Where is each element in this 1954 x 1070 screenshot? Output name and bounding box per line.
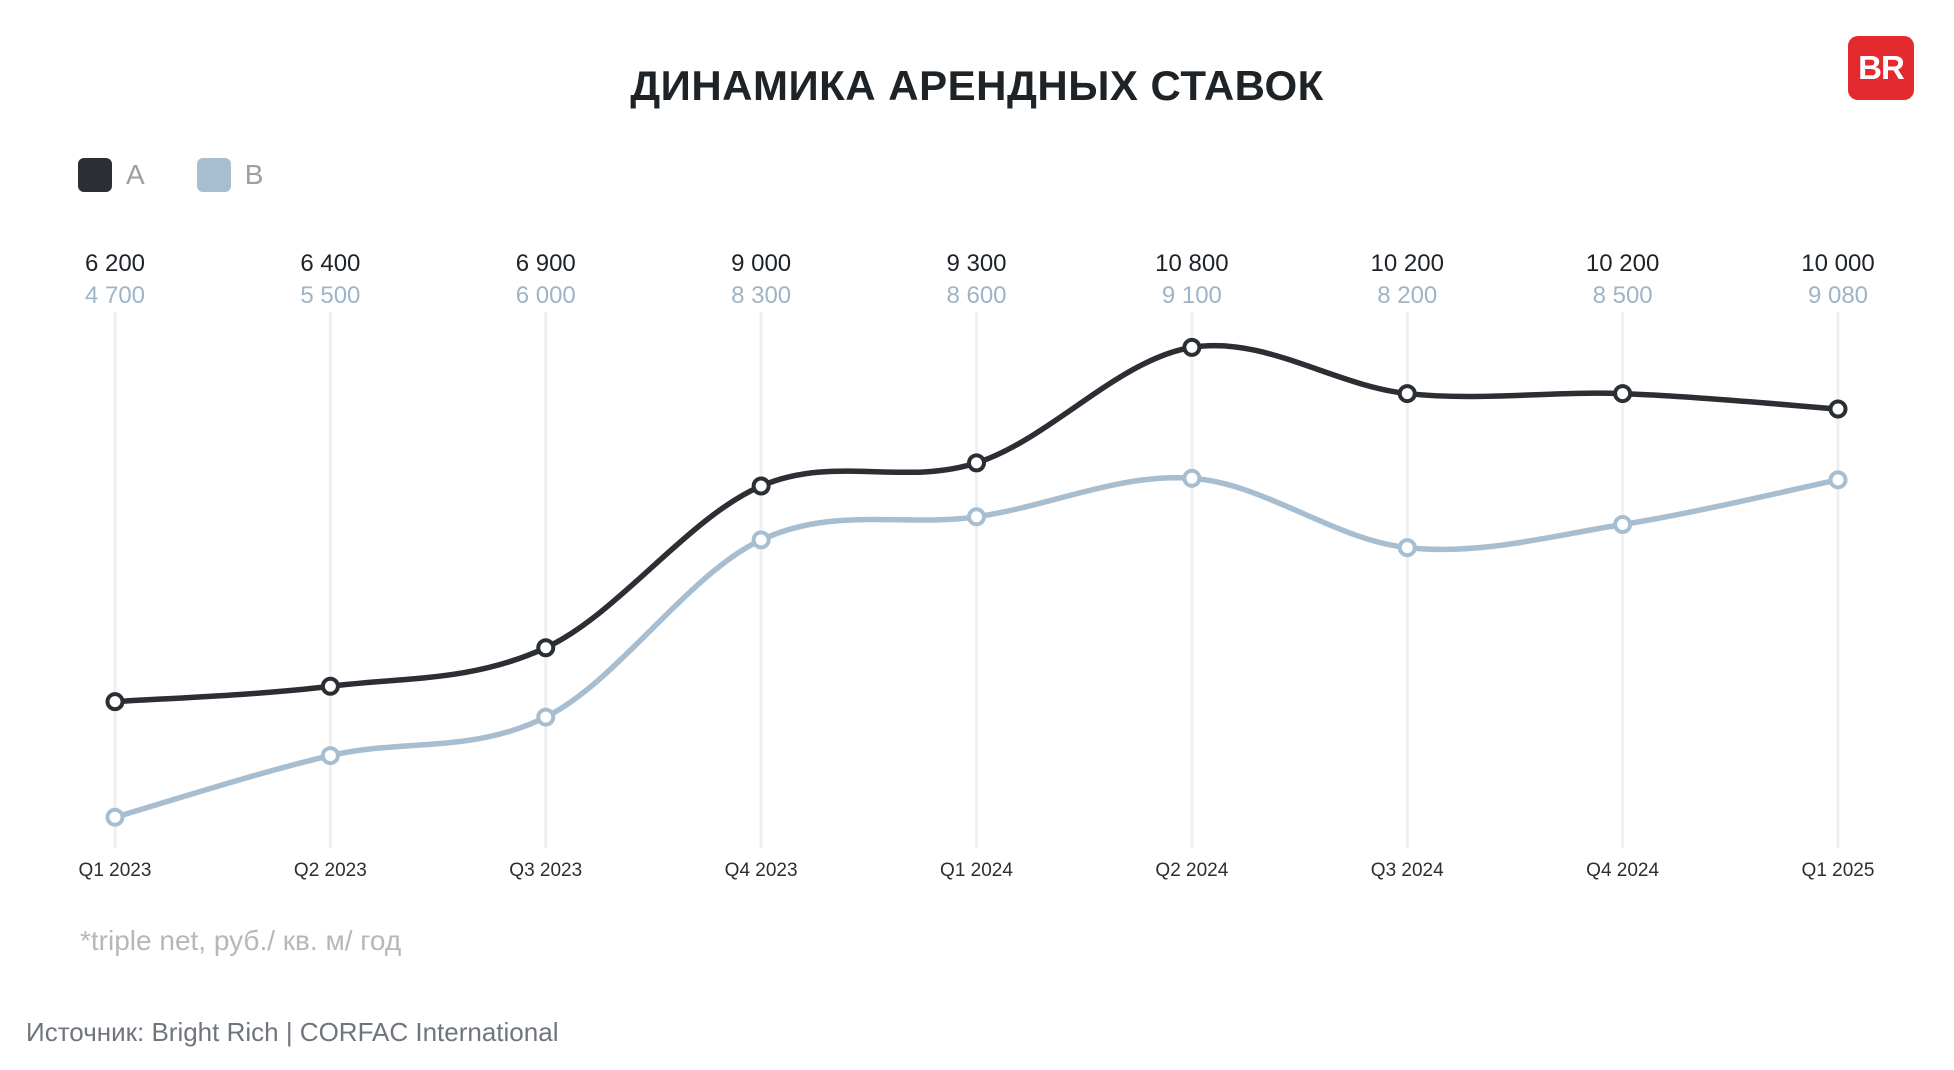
data-point-a-q1-2025 [1828,399,1848,419]
data-point-a-q2-2023 [320,676,340,696]
x-tick-label-q3-2023: Q3 2023 [509,860,582,881]
data-label-a-q1-2025: 10 000 [1801,250,1874,277]
data-label-b-q2-2024: 9 100 [1162,282,1222,309]
x-tick-label-q4-2024: Q4 2024 [1586,860,1659,881]
data-label-a-q1-2024: 9 300 [946,250,1006,277]
data-label-b-q1-2025: 9 080 [1808,282,1868,309]
data-label-b-q4-2024: 8 500 [1593,282,1653,309]
data-point-b-q3-2023 [536,707,556,727]
data-point-b-q2-2023 [320,746,340,766]
x-tick-label-q2-2024: Q2 2024 [1155,860,1228,881]
legend-swatch-b [196,158,231,192]
data-point-a-q4-2024 [1613,384,1633,404]
series-a [105,337,1848,712]
data-label-b-q4-2023: 8 300 [731,282,791,309]
source-caption: Источник: Bright Rich | CORFAC Internati… [26,1017,559,1047]
brand-logo: BR [1848,36,1914,100]
data-point-b-q3-2024 [1397,538,1417,558]
data-point-a-q3-2024 [1397,384,1417,404]
data-label-b-q1-2024: 8 600 [946,282,1006,309]
data-point-b-q4-2024 [1613,515,1633,535]
x-tick-label-q4-2023: Q4 2023 [725,860,798,881]
x-tick-label-q1-2024: Q1 2024 [940,860,1013,881]
legend-label-b: B [244,159,264,190]
data-label-b-q1-2023: 4 700 [85,282,145,309]
x-tick-label-q1-2023: Q1 2023 [79,860,152,881]
data-label-a-q4-2024: 10 200 [1586,250,1659,277]
series-b [105,468,1848,827]
data-point-a-q3-2023 [536,638,556,658]
data-label-a-q2-2024: 10 800 [1155,250,1228,277]
data-point-b-q1-2024 [967,507,986,527]
data-point-b-q4-2023 [751,530,771,550]
series-line-b [112,474,1841,820]
chart-title: ДИНАМИКА АРЕНДНЫХ СТАВОК [630,62,1324,109]
legend-item-a: A [78,158,145,192]
data-label-a-q3-2023: 6 900 [516,250,576,277]
units-note: *triple net, руб./ кв. м/ год [80,925,402,956]
x-axis-ticks: Q1 2023 Q2 2023 Q3 2023 Q4 2023 Q1 2024 Q2 20… [79,860,1875,881]
data-label-a-q1-2023: 6 200 [85,250,145,277]
data-label-a-q4-2023: 9 000 [731,250,791,277]
x-tick-label-q1-2025: Q1 2025 [1802,860,1875,881]
value-labels: 6 200 6 400 6 900 9 000 9 300 10 800 10 200 10 … [85,250,1875,309]
data-label-a-q3-2024: 10 200 [1371,250,1444,277]
data-label-a-q2-2023: 6 400 [300,250,360,277]
data-point-a-q1-2023 [105,692,125,712]
x-tick-label-q2-2023: Q2 2023 [294,860,367,881]
legend-label-a: A [126,159,145,190]
data-point-a-q2-2024 [1182,337,1202,357]
data-point-b-q1-2023 [105,807,125,827]
data-label-b-q3-2024: 8 200 [1377,282,1437,309]
legend-swatch-a [78,158,112,192]
data-point-b-q2-2024 [1182,468,1202,488]
data-point-b-q1-2025 [1828,470,1848,490]
legend: A B [78,158,315,192]
data-point-a-q4-2023 [751,476,771,496]
x-tick-label-q3-2024: Q3 2024 [1371,860,1444,881]
data-label-b-q3-2023: 6 000 [516,282,576,309]
legend-item-b: B [196,158,264,192]
data-point-a-q1-2024 [967,453,986,473]
data-label-b-q2-2023: 5 500 [300,282,360,309]
